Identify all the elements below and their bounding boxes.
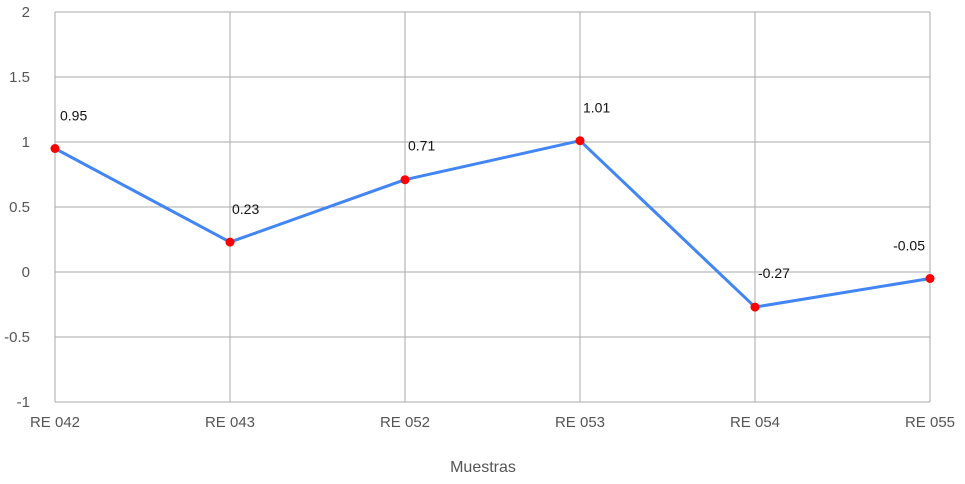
data-label: 1.01 — [583, 100, 610, 116]
series-layer — [50, 136, 935, 312]
data-point — [575, 136, 585, 146]
x-tick-label: RE 043 — [205, 414, 255, 431]
data-label: 0.71 — [408, 138, 435, 154]
data-point — [750, 302, 760, 312]
series-line — [54, 139, 931, 309]
y-tick-label: 2 — [22, 4, 30, 21]
y-tick-label: 0 — [22, 264, 30, 281]
data-label: 0.95 — [60, 108, 87, 124]
x-tick-label: RE 053 — [555, 414, 605, 431]
label-layer: -1 -0.5 0 0.5 1 1.5 2 RE 042 RE 043 RE 052 RE 053 R… — [4, 4, 955, 431]
y-tick-label: 0.5 — [9, 199, 30, 216]
data-label: -0.27 — [758, 265, 790, 281]
x-tick-label: RE 054 — [730, 414, 780, 431]
data-label: 0.23 — [232, 201, 259, 217]
data-label: -0.05 — [893, 238, 925, 254]
x-tick-label: RE 052 — [380, 414, 430, 431]
y-tick-label: 1.5 — [9, 69, 30, 86]
y-tick-label: 1 — [22, 134, 30, 151]
y-tick-label: -0.5 — [4, 329, 30, 346]
data-point — [925, 274, 935, 283]
data-point — [225, 237, 235, 247]
grid-lines — [54, 11, 931, 403]
data-point — [50, 144, 60, 153]
x-tick-label: RE 055 — [905, 414, 955, 431]
data-point — [400, 175, 410, 185]
y-tick-label: -1 — [17, 394, 30, 411]
x-axis-title: Muestras — [450, 459, 516, 476]
x-tick-label: RE 042 — [30, 414, 80, 431]
